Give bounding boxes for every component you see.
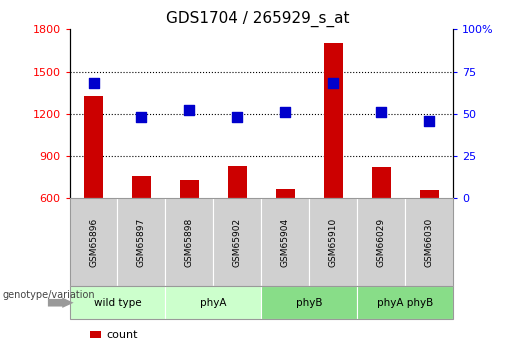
Bar: [84, 96, 103, 198]
Point: [377, 109, 385, 115]
Bar: [276, 188, 295, 198]
Text: GSM65904: GSM65904: [281, 218, 290, 267]
Point: [281, 109, 289, 115]
Text: GDS1704 / 265929_s_at: GDS1704 / 265929_s_at: [166, 10, 349, 27]
Text: phyB: phyB: [296, 298, 322, 308]
Point: [185, 108, 194, 113]
Text: GSM66030: GSM66030: [425, 218, 434, 267]
Point: [425, 118, 433, 124]
Text: phyA: phyA: [200, 298, 227, 308]
Text: count: count: [107, 330, 138, 339]
Bar: [324, 43, 343, 198]
Text: genotype/variation: genotype/variation: [3, 290, 95, 300]
Text: wild type: wild type: [94, 298, 141, 308]
Point: [138, 115, 146, 120]
Bar: [372, 167, 391, 198]
Text: phyA phyB: phyA phyB: [377, 298, 433, 308]
Point: [90, 81, 98, 86]
Bar: [180, 180, 199, 198]
Point: [329, 81, 337, 86]
Text: GSM65898: GSM65898: [185, 218, 194, 267]
Bar: [132, 176, 151, 198]
Bar: [420, 190, 439, 198]
Text: GSM65896: GSM65896: [89, 218, 98, 267]
Text: GSM66029: GSM66029: [377, 218, 386, 267]
Point: [233, 115, 242, 120]
Text: GSM65910: GSM65910: [329, 218, 338, 267]
Text: GSM65897: GSM65897: [137, 218, 146, 267]
Bar: [228, 166, 247, 198]
Text: GSM65902: GSM65902: [233, 218, 242, 267]
